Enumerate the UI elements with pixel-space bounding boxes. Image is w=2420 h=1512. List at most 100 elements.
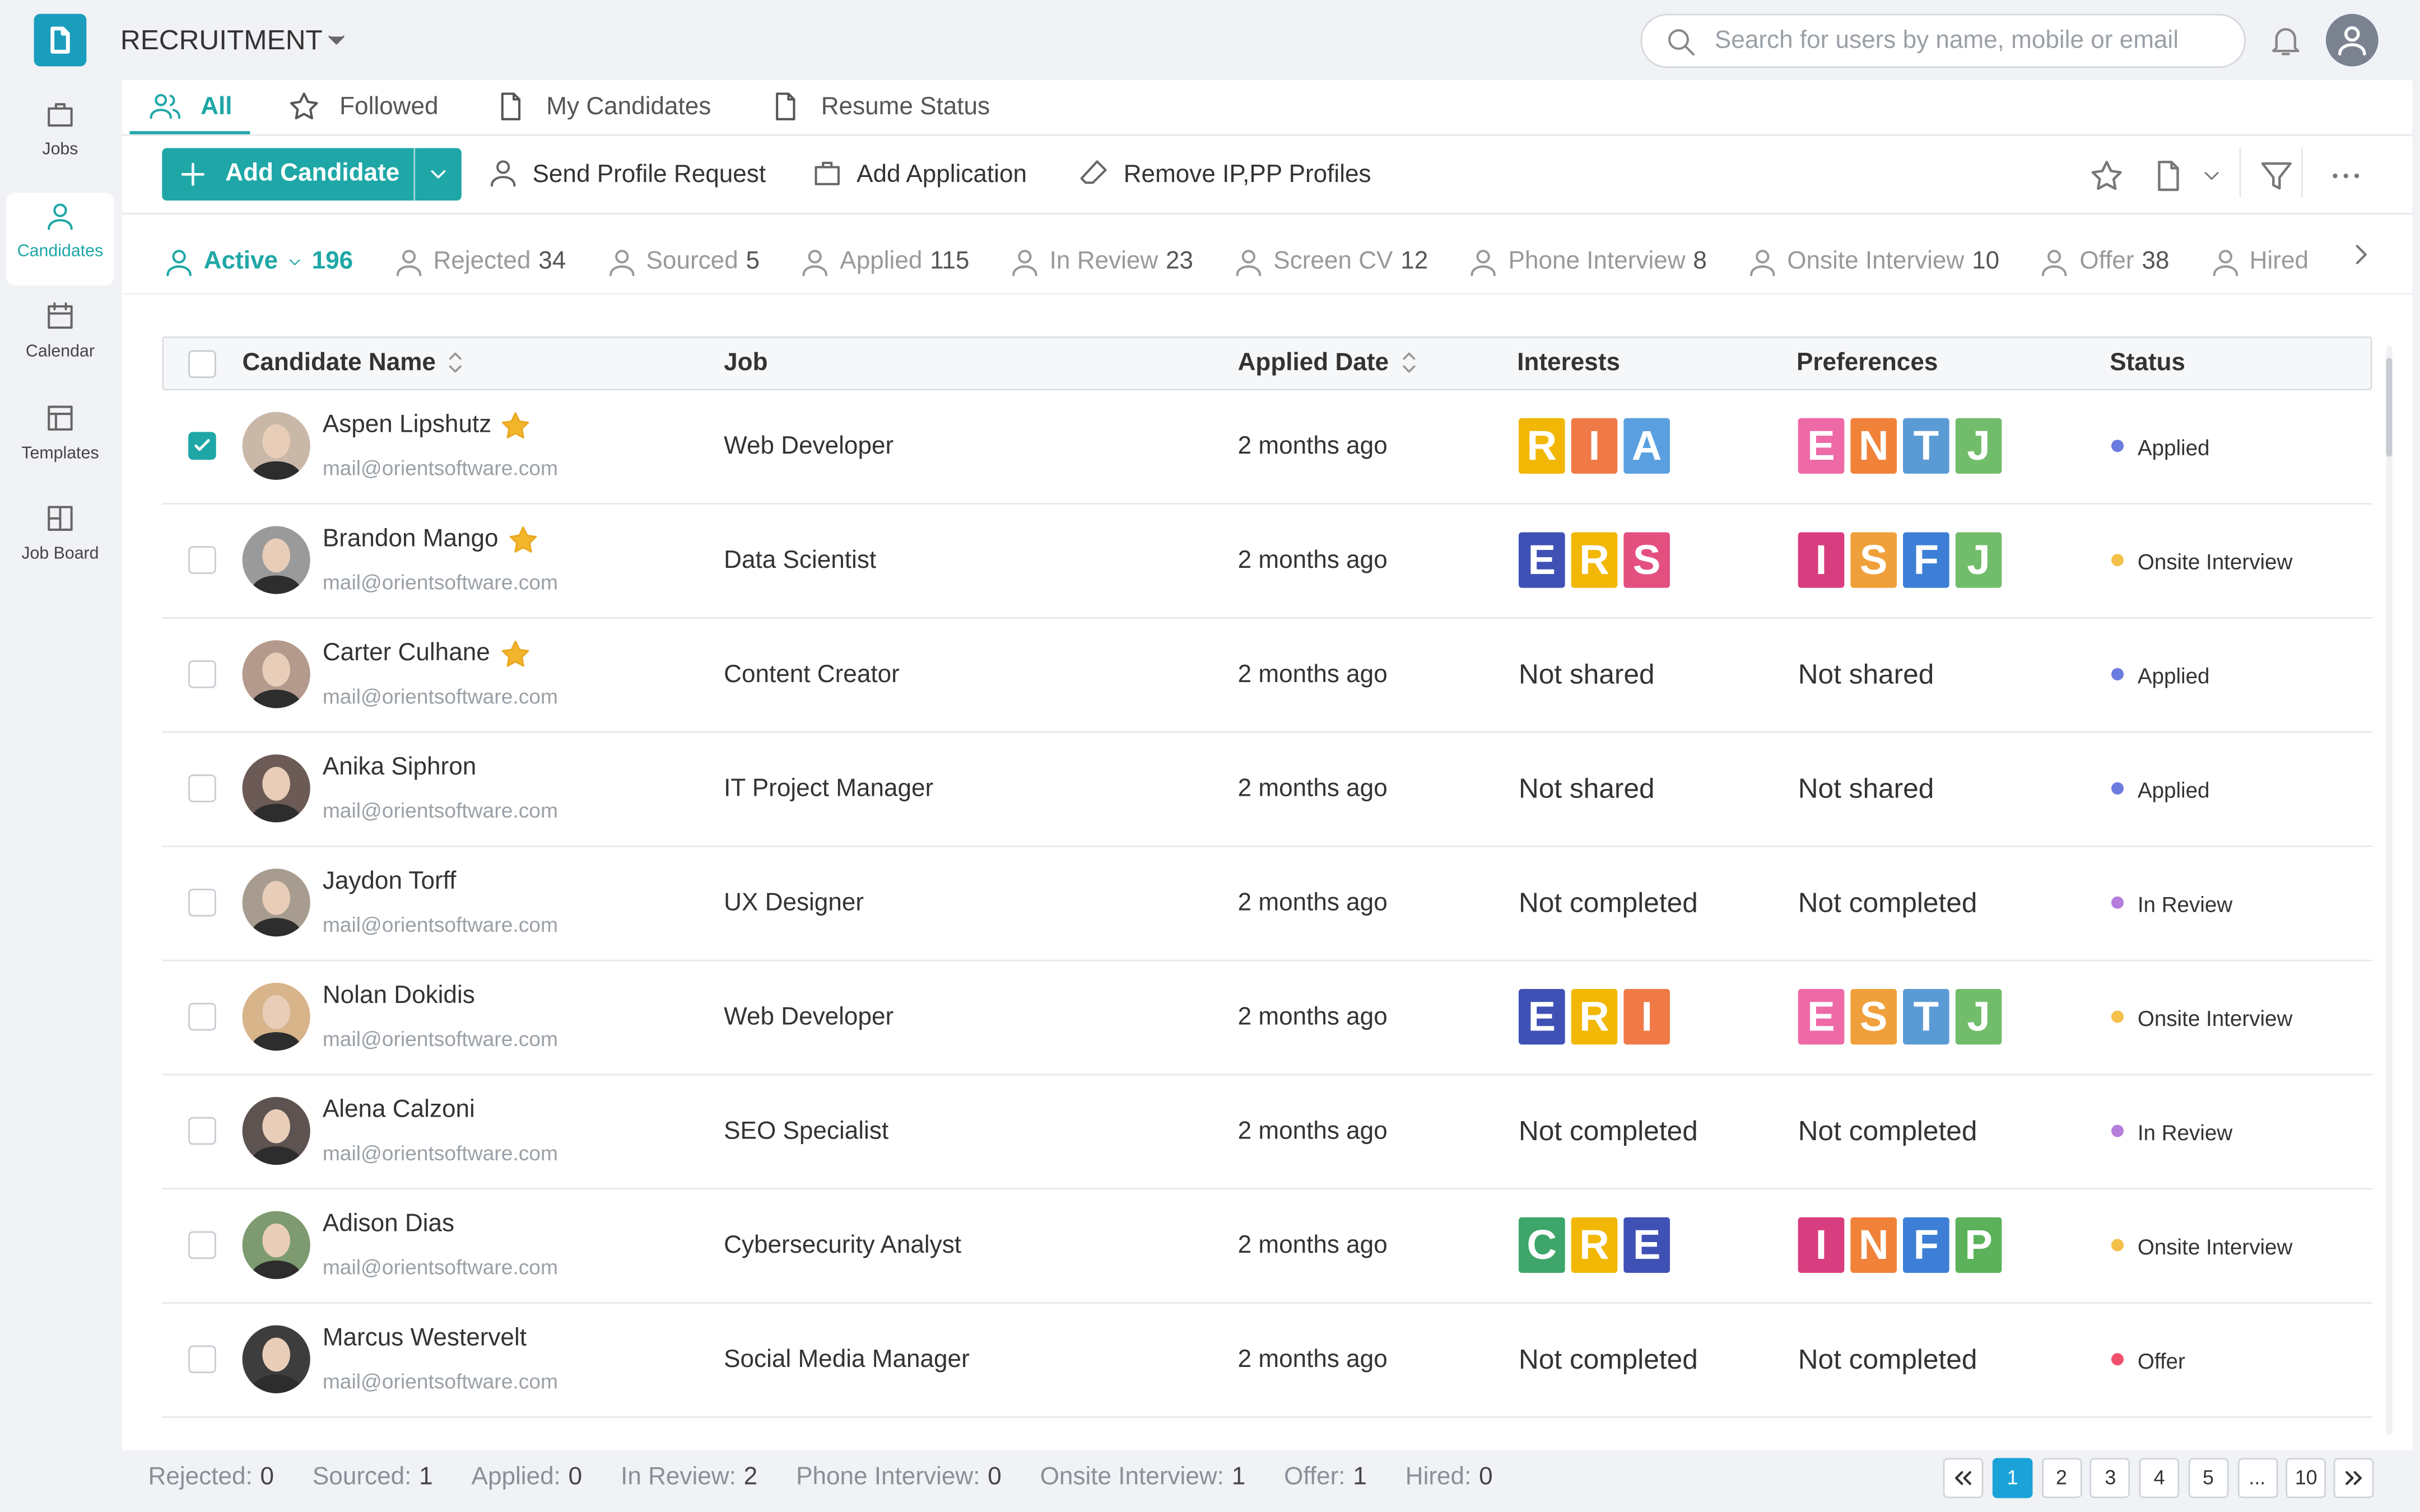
status-label: In Review	[2137, 892, 2233, 917]
candidate-name[interactable]: Carter Culhane	[322, 640, 490, 667]
view-tab[interactable]: All	[129, 80, 265, 136]
page-button[interactable]: 5	[2188, 1458, 2228, 1499]
filter-icon	[2261, 162, 2292, 190]
add-candidate-label: Add Candidate	[225, 160, 400, 187]
table-row[interactable]: Nolan Dokidis mail@orientsoftware.com Web …	[162, 960, 2372, 1076]
status-tab[interactable]: Rejected 34	[392, 239, 566, 286]
letter-tile: R	[1571, 1217, 1618, 1273]
page-button[interactable]: ...	[2237, 1458, 2278, 1499]
applied-date: 2 months ago	[1237, 1004, 1388, 1031]
row-checkbox[interactable]	[188, 1117, 216, 1145]
table-row[interactable]: Brandon Mango mail@orientsoftware.com Data…	[162, 503, 2372, 619]
row-checkbox[interactable]	[188, 546, 216, 574]
sidebar-item[interactable]: Jobs	[6, 91, 114, 184]
header-checkbox[interactable]	[188, 350, 216, 378]
page-button[interactable]: 1	[1992, 1458, 2033, 1499]
letter-tile: E	[1519, 989, 1565, 1045]
doc-glyph	[50, 26, 70, 54]
candidate-avatar	[242, 1096, 310, 1165]
user-avatar[interactable]	[2325, 13, 2379, 67]
row-checkbox[interactable]	[188, 774, 216, 802]
down-glyph	[431, 170, 446, 179]
column-header[interactable]: Candidate Name	[242, 350, 436, 377]
candidate-name[interactable]: Marcus Westervelt	[322, 1325, 527, 1352]
candidate-email: mail@orientsoftware.com	[322, 685, 559, 708]
letter-tile: E	[1519, 532, 1565, 588]
view-tab[interactable]: My Candidates	[494, 80, 744, 136]
candidate-name[interactable]: Aspen Lipshutz	[322, 412, 492, 438]
stat-value: 0	[988, 1464, 1002, 1491]
scrollbar-track	[2386, 346, 2393, 1435]
row-checkbox[interactable]	[188, 888, 216, 917]
row-checkbox[interactable]	[188, 1345, 216, 1374]
avatar-face	[262, 881, 290, 915]
letter-tile: S	[1850, 532, 1897, 588]
table-row[interactable]: Aspen Lipshutz mail@orientsoftware.com Web…	[162, 389, 2372, 505]
sidebar-item[interactable]: Templates	[6, 394, 114, 487]
add-candidate-button[interactable]: Add Candidate	[162, 148, 462, 201]
candidate-name[interactable]: Alena Calzoni	[322, 1096, 475, 1123]
status-tab-label: Active	[203, 248, 278, 275]
status-tab[interactable]: Offer 38	[2038, 239, 2169, 286]
sidebar-item[interactable]: Job Board	[6, 495, 114, 587]
row-checkbox[interactable]	[188, 1231, 216, 1259]
status-label: Applied	[2137, 777, 2210, 802]
interests-text: Not completed	[1519, 887, 1698, 918]
column-header[interactable]: Preferences	[1796, 350, 1938, 377]
table-row[interactable]: Jaydon Torff mail@orientsoftware.com UX De…	[162, 846, 2372, 962]
sidebar-item[interactable]: Calendar	[6, 293, 114, 385]
page-first[interactable]	[1943, 1458, 1984, 1499]
sidebar-label: Jobs	[42, 140, 78, 159]
doc-icon	[50, 26, 70, 54]
page-last[interactable]	[2333, 1458, 2374, 1499]
table-row[interactable]: Carter Culhane mail@orientsoftware.com Con…	[162, 617, 2372, 733]
page-button[interactable]: 3	[2090, 1458, 2131, 1499]
stat-label: Hired:	[1405, 1464, 1472, 1491]
job: Data Scientist	[724, 548, 877, 574]
letter-tile: A	[1623, 418, 1670, 474]
status-tab[interactable]: In Review 23	[1008, 239, 1193, 286]
page-button[interactable]: 10	[2286, 1458, 2326, 1499]
candidate-name[interactable]: Adison Dias	[322, 1211, 455, 1238]
table-row[interactable]: Anika Siphron mail@orientsoftware.com IT P…	[162, 731, 2372, 847]
row-checkbox[interactable]	[188, 660, 216, 688]
divider	[122, 293, 2413, 295]
column-header[interactable]: Applied Date	[1237, 350, 1389, 377]
column-header[interactable]: Status	[2110, 350, 2185, 377]
status-tab[interactable]: Active 196	[162, 239, 353, 286]
toolbar-action-label: Remove IP,PP Profiles	[1123, 162, 1371, 189]
search-box[interactable]: Search for users by name, mobile or emai…	[1640, 13, 2246, 68]
divider	[122, 134, 2413, 136]
page-button[interactable]: 4	[2139, 1458, 2180, 1499]
candidate-name[interactable]: Brandon Mango	[322, 526, 499, 553]
candidate-name[interactable]: Jaydon Torff	[322, 869, 457, 895]
right-glyph	[2356, 245, 2367, 264]
status-tab[interactable]: Hired	[2208, 239, 2309, 286]
status-tab[interactable]: Screen CV 12	[1232, 239, 1428, 286]
column-header[interactable]: Job	[724, 350, 768, 377]
status-tab[interactable]: Sourced 5	[604, 239, 760, 286]
sidebar-item[interactable]: Candidates	[6, 192, 114, 285]
person-icon	[48, 203, 73, 230]
row-checkbox[interactable]	[188, 1002, 216, 1031]
view-tab[interactable]: Resume Status	[769, 80, 1018, 136]
table-row[interactable]: Alena Calzoni mail@orientsoftware.com SEO …	[162, 1074, 2372, 1190]
candidate-name[interactable]: Anika Siphron	[322, 754, 477, 781]
applied-date: 2 months ago	[1237, 890, 1388, 917]
table-row[interactable]: Marcus Westervelt mail@orientsoftware.com…	[162, 1302, 2372, 1418]
status-tab[interactable]: Phone Interview 8	[1467, 239, 1707, 286]
column-header[interactable]: Interests	[1517, 350, 1621, 377]
down-icon	[431, 170, 446, 179]
status-tab-count: 10	[1972, 248, 2000, 275]
status-tab[interactable]: Applied 115	[798, 239, 969, 286]
status-tab[interactable]: Onsite Interview 10	[1746, 239, 1999, 286]
table-row[interactable]: Adison Dias mail@orientsoftware.com Cybers…	[162, 1188, 2372, 1304]
page-button[interactable]: 2	[2041, 1458, 2082, 1499]
view-tab-label: My Candidates	[546, 94, 711, 120]
sort-icon	[449, 352, 462, 373]
row-checkbox[interactable]	[188, 432, 216, 460]
candidate-name[interactable]: Nolan Dokidis	[322, 983, 475, 1009]
candidate-avatar	[242, 1211, 310, 1279]
view-tab[interactable]: Followed	[287, 80, 470, 136]
letter-tile: F	[1903, 532, 1949, 588]
